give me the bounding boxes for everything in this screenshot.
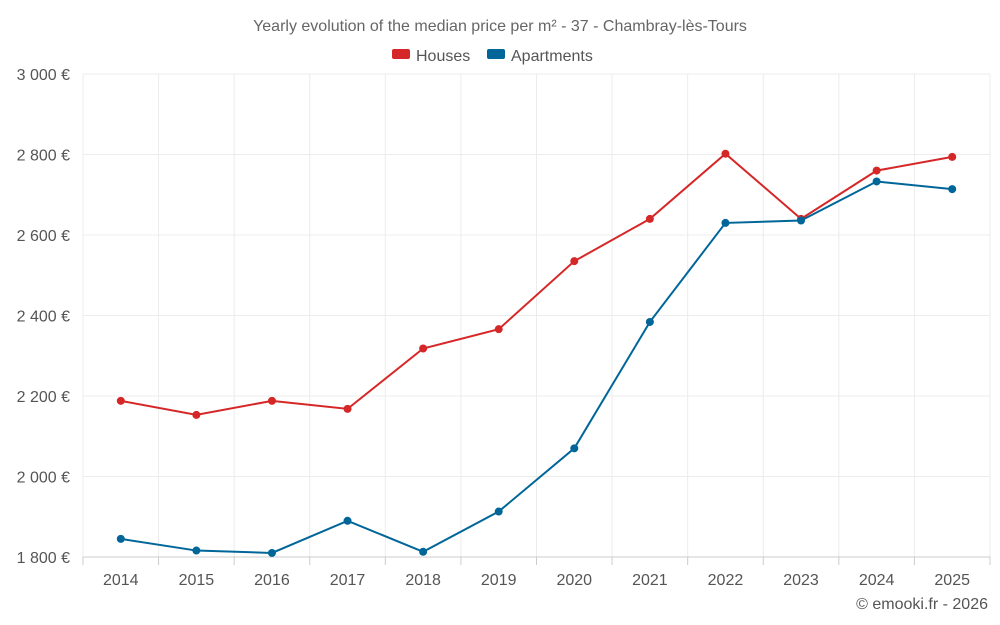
x-tick-label: 2022 [708,572,744,589]
data-point-apartments[interactable] [872,177,881,186]
x-tick-label: 2016 [254,572,290,589]
legend-item-houses[interactable]: Houses [392,48,470,65]
data-point-apartments[interactable] [267,548,276,557]
y-tick-label: 3 000 € [17,67,70,84]
data-point-apartments[interactable] [116,534,125,543]
chart-title: Yearly evolution of the median price per… [253,18,747,35]
data-point-apartments[interactable] [721,218,730,227]
x-tick-label: 2021 [632,572,668,589]
x-tick-label: 2020 [556,572,592,589]
x-tick-label: 2019 [481,572,517,589]
x-tick-label: 2018 [405,572,441,589]
y-axis: 1 800 € 2 000 € 2 200 € 2 400 € 2 600 € 2 800… [17,67,70,567]
data-point-houses[interactable] [116,396,125,405]
x-tick-label: 2017 [330,572,366,589]
gridlines [82,73,991,557]
data-point-houses[interactable] [645,214,654,223]
data-point-houses[interactable] [721,149,730,158]
credit-text: © emooki.fr - 2026 [856,596,988,613]
plot-area [116,149,957,557]
data-point-houses[interactable] [343,404,352,413]
y-tick-label: 2 800 € [17,148,70,165]
series-line-houses [120,152,953,416]
y-tick-label: 1 800 € [17,550,70,567]
legend-swatch-houses [392,49,410,59]
y-tick-label: 2 400 € [17,309,70,326]
data-point-houses[interactable] [267,396,276,405]
data-point-houses[interactable] [872,166,881,175]
data-point-apartments[interactable] [645,317,654,326]
data-point-apartments[interactable] [343,516,352,525]
data-point-houses[interactable] [192,410,201,419]
x-tick-label: 2014 [103,572,139,589]
y-tick-label: 2 200 € [17,389,70,406]
x-tick-label: 2024 [859,572,895,589]
data-point-apartments[interactable] [494,507,503,516]
x-tick-label: 2025 [934,572,970,589]
x-tick-label: 2023 [783,572,819,589]
y-tick-label: 2 600 € [17,228,70,245]
data-point-apartments[interactable] [419,547,428,556]
data-point-houses[interactable] [494,325,503,334]
y-tick-label: 2 000 € [17,470,70,487]
data-point-apartments[interactable] [570,444,579,453]
data-point-apartments[interactable] [797,216,806,225]
data-point-houses[interactable] [948,152,957,161]
data-point-houses[interactable] [570,257,579,266]
legend: Houses Apartments [392,48,593,65]
legend-label-houses: Houses [416,48,470,65]
legend-swatch-apartments [487,49,505,59]
x-axis: 2014 2015 2016 2017 2018 2019 2020 2021 2022 2023… [82,556,991,589]
legend-item-apartments[interactable]: Apartments [487,48,593,65]
x-tick-label: 2015 [179,572,215,589]
data-point-houses[interactable] [419,344,428,353]
data-point-apartments[interactable] [948,185,957,194]
legend-label-apartments: Apartments [511,48,593,65]
data-point-apartments[interactable] [192,546,201,555]
series-line-apartments [120,180,953,554]
